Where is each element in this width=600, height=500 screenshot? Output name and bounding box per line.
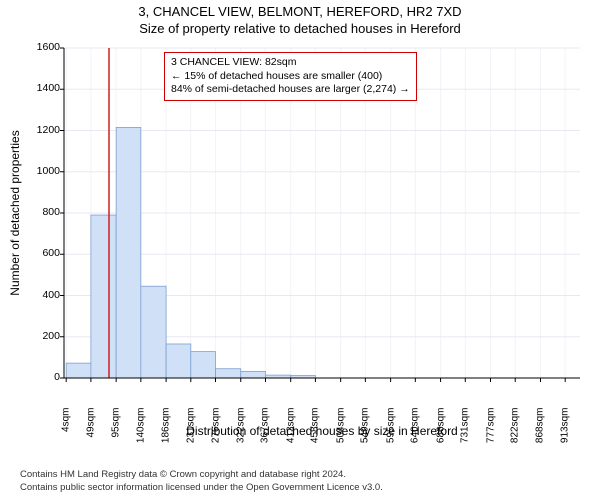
x-tick-label: 731sqm [460,408,471,452]
y-tick-label: 800 [28,206,60,218]
x-tick-label: 549sqm [360,408,371,452]
x-tick-label: 504sqm [335,408,346,452]
x-tick-label: 458sqm [310,408,321,452]
x-tick-label: 913sqm [560,408,571,452]
x-tick-label: 822sqm [510,408,521,452]
histogram-chart: 3 CHANCEL VIEW: 82sqm ← 15% of detached … [64,48,580,378]
x-tick-label: 686sqm [435,408,446,452]
x-tick-label: 322sqm [235,408,246,452]
x-tick-label: 640sqm [410,408,421,452]
y-axis-label: Number of detached properties [8,48,26,378]
x-tick-label: 413sqm [285,408,296,452]
x-tick-label: 231sqm [185,408,196,452]
y-tick-label: 1400 [28,82,60,94]
x-tick-label: 4sqm [61,408,72,452]
x-tick-label: 777sqm [485,408,496,452]
footer-line1: Contains HM Land Registry data © Crown c… [20,469,383,481]
x-tick-label: 595sqm [385,408,396,452]
x-tick-label: 276sqm [210,408,221,452]
y-tick-label: 200 [28,330,60,342]
x-tick-label: 49sqm [85,408,96,452]
title-line1: 3, CHANCEL VIEW, BELMONT, HEREFORD, HR2 … [0,0,600,19]
annotation-line3: 84% of semi-detached houses are larger (… [171,83,410,97]
x-tick-label: 140sqm [135,408,146,452]
x-tick-label: 95sqm [111,408,122,452]
y-tick-label: 1600 [28,41,60,53]
y-tick-label: 600 [28,247,60,259]
y-tick-label: 400 [28,289,60,301]
annotation-line1: 3 CHANCEL VIEW: 82sqm [171,56,410,70]
y-tick-label: 1200 [28,124,60,136]
annotation-line2: ← 15% of detached houses are smaller (40… [171,70,410,84]
footer: Contains HM Land Registry data © Crown c… [20,469,383,494]
title-line2: Size of property relative to detached ho… [0,19,600,36]
x-tick-label: 367sqm [260,408,271,452]
y-tick-label: 1000 [28,165,60,177]
footer-line2: Contains public sector information licen… [20,482,383,494]
x-tick-label: 186sqm [161,408,172,452]
annotation-box: 3 CHANCEL VIEW: 82sqm ← 15% of detached … [164,52,417,101]
y-tick-label: 0 [28,371,60,383]
x-tick-label: 868sqm [535,408,546,452]
